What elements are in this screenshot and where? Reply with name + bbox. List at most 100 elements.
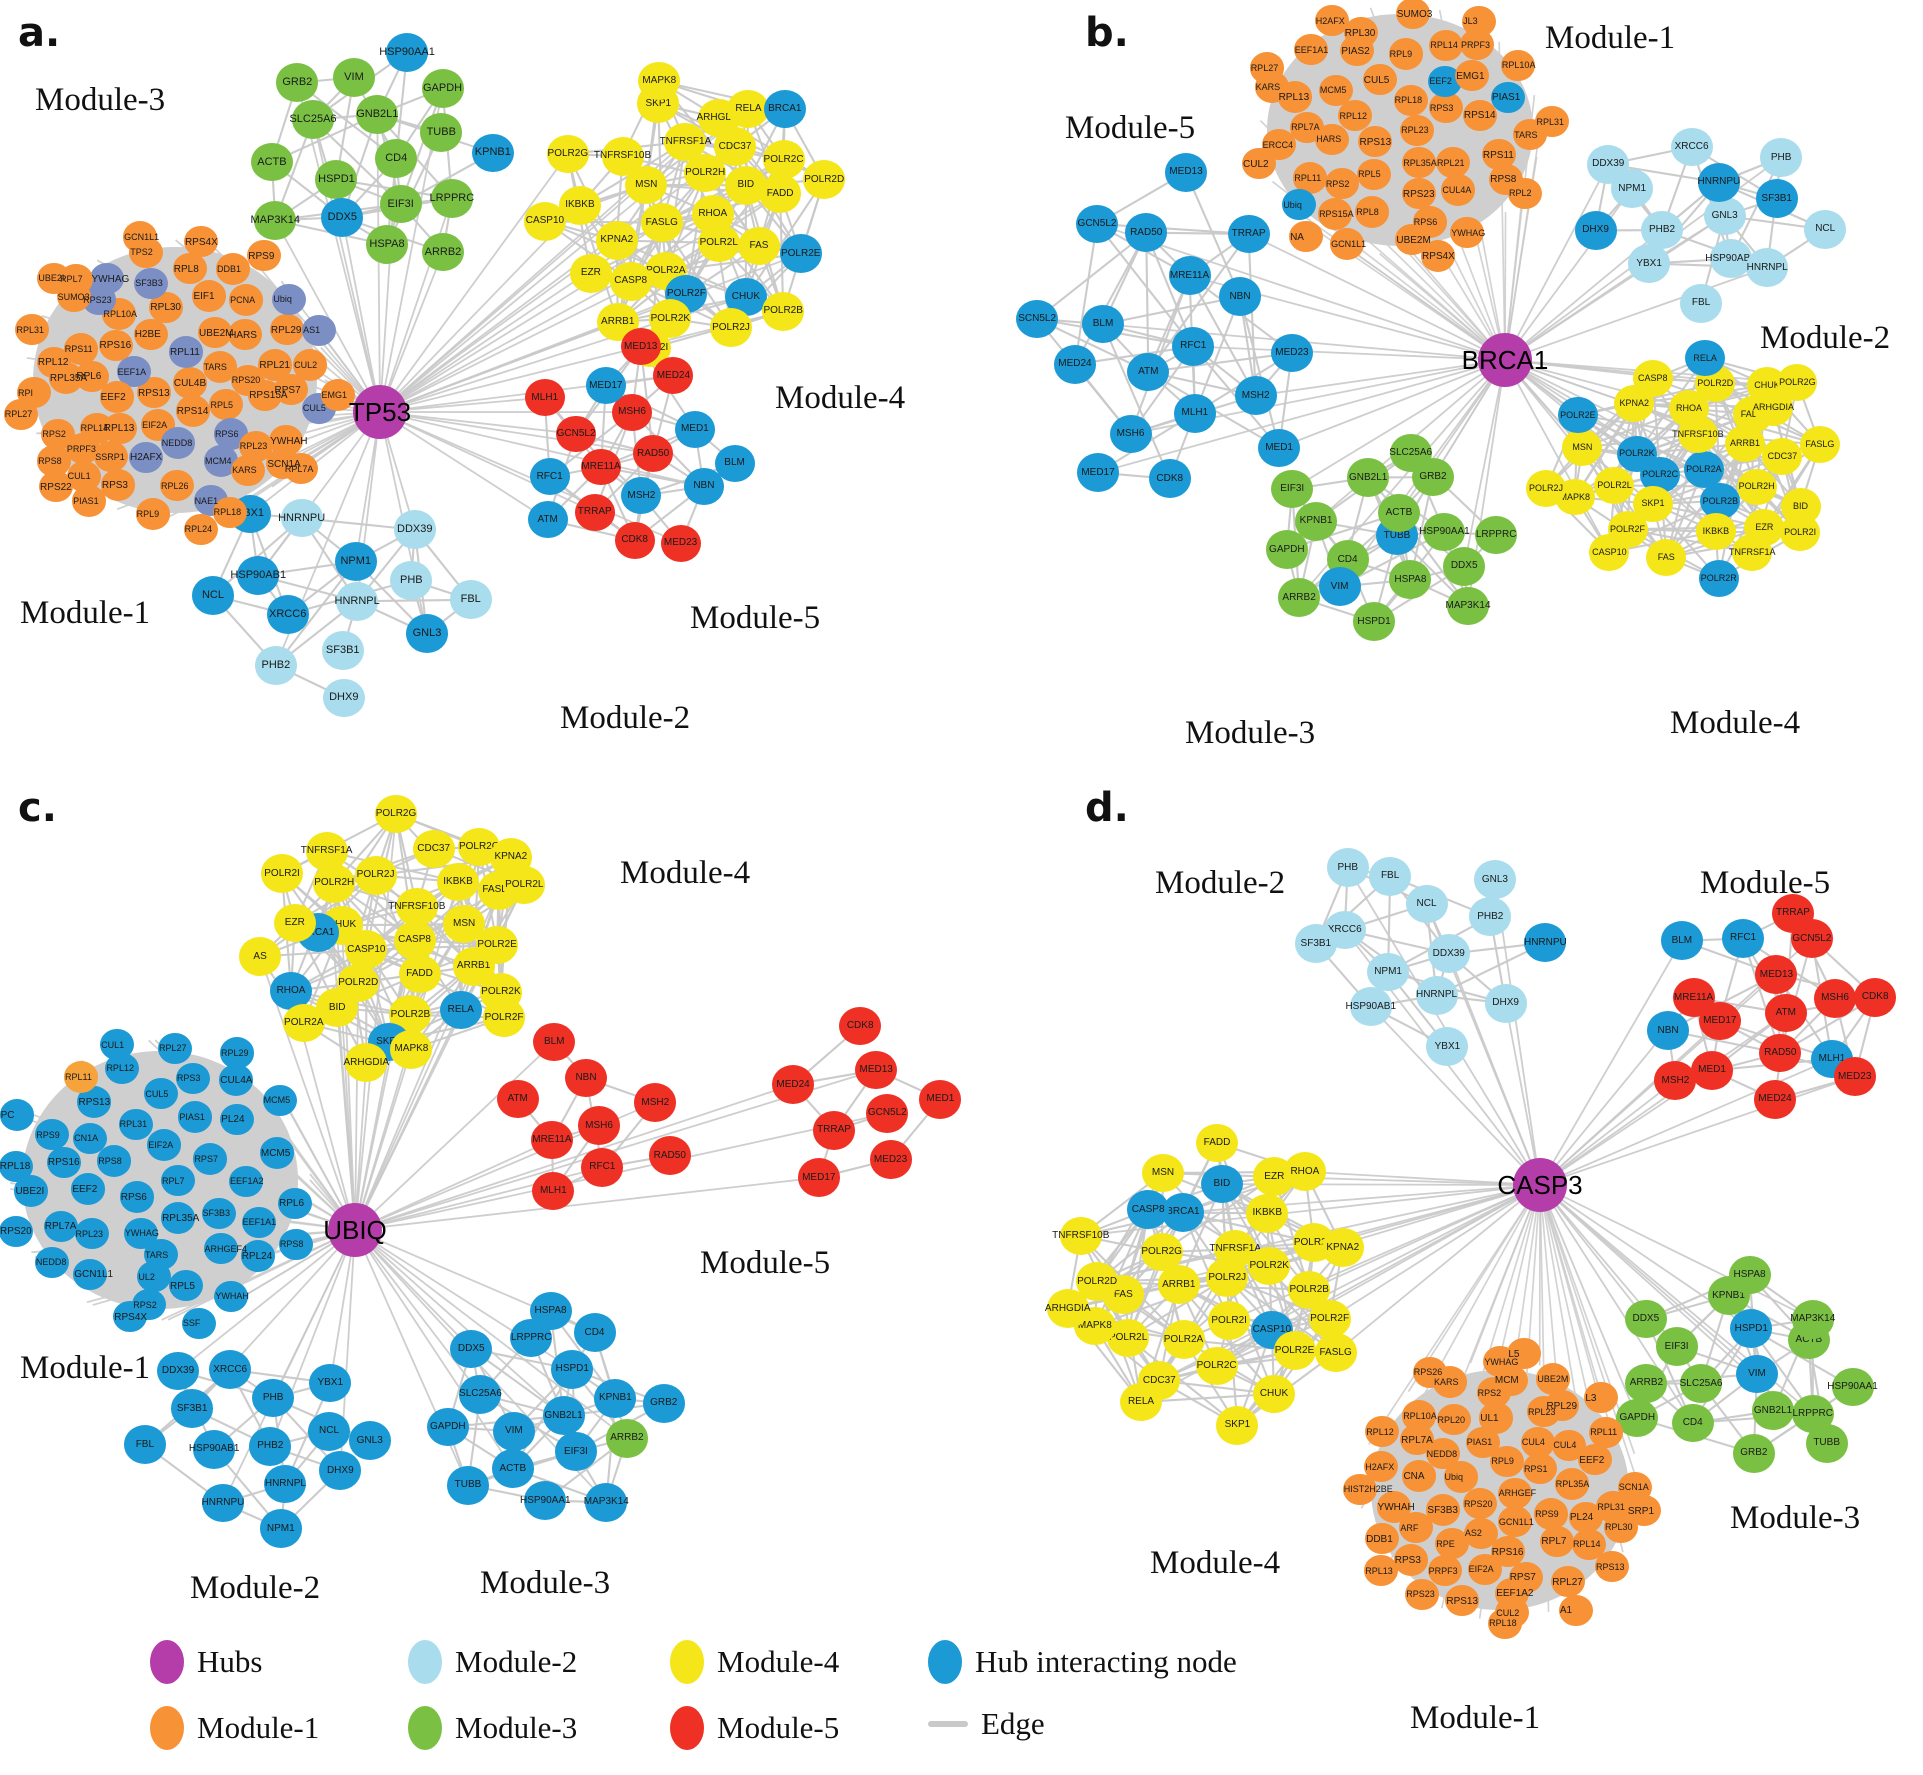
network-node[interactable]: [1401, 177, 1436, 210]
network-node[interactable]: [175, 395, 210, 427]
network-node[interactable]: [1455, 59, 1490, 92]
network-node[interactable]: [39, 471, 74, 503]
network-node[interactable]: [228, 319, 263, 351]
network-node[interactable]: [1429, 29, 1464, 62]
network-node[interactable]: [183, 513, 218, 545]
network-node[interactable]: [90, 263, 125, 295]
network-node[interactable]: [1324, 167, 1359, 200]
network-node[interactable]: [1441, 174, 1476, 206]
network-node[interactable]: [1343, 17, 1378, 49]
legend-item-module-2[interactable]: Module-2: [408, 1640, 577, 1684]
network-node[interactable]: [1507, 177, 1542, 209]
node-label: EIF2A: [1468, 1564, 1494, 1575]
network-node[interactable]: [1330, 228, 1365, 260]
network-node[interactable]: CDK8: [614, 521, 655, 559]
network-node[interactable]: [36, 346, 71, 378]
network-node[interactable]: [172, 367, 207, 399]
legend-item-module-4[interactable]: Module-4: [670, 1640, 839, 1684]
network-node[interactable]: [1393, 84, 1428, 116]
network-node[interactable]: [1293, 34, 1328, 66]
node-label: GCN1L1: [1331, 238, 1367, 249]
network-node[interactable]: [1395, 0, 1430, 30]
network-node[interactable]: [247, 239, 282, 272]
network-node[interactable]: [229, 284, 264, 316]
legend-item-hubs[interactable]: Hubs: [150, 1640, 262, 1684]
network-node[interactable]: [98, 329, 133, 361]
network-node[interactable]: [1436, 146, 1471, 179]
network-node[interactable]: [1314, 5, 1349, 37]
network-node[interactable]: [1282, 188, 1317, 221]
network-node[interactable]: [72, 485, 107, 517]
network-node[interactable]: [183, 225, 218, 258]
network-node[interactable]: [1500, 49, 1535, 81]
legend-item-module-5[interactable]: Module-5: [670, 1706, 839, 1750]
network-node[interactable]: [198, 317, 233, 349]
network-node[interactable]: [302, 314, 337, 346]
network-node[interactable]: [1362, 64, 1397, 96]
network-node[interactable]: [269, 313, 304, 346]
legend-item-module-1[interactable]: Module-1: [150, 1706, 319, 1750]
network-node[interactable]: [1400, 114, 1435, 146]
node-label: RPL5: [1358, 169, 1381, 180]
network-node[interactable]: [123, 221, 158, 253]
legend-item-module-3[interactable]: Module-3: [408, 1706, 577, 1750]
network-node[interactable]: NCL: [1804, 210, 1847, 249]
network-node[interactable]: [1293, 162, 1328, 194]
network-node[interactable]: [1338, 99, 1373, 132]
network-node[interactable]: [160, 427, 195, 459]
network-node[interactable]: [1357, 158, 1392, 190]
hub-node[interactable]: CASP3: [1497, 1158, 1583, 1212]
network-node[interactable]: [293, 349, 328, 381]
network-node[interactable]: [1289, 221, 1324, 253]
legend-item-edge[interactable]: Edge: [928, 1706, 1045, 1742]
network-node[interactable]: [1428, 92, 1463, 124]
network-node[interactable]: [99, 381, 134, 413]
network-node[interactable]: [1318, 198, 1353, 230]
network-node[interactable]: [135, 498, 170, 530]
network-node[interactable]: [215, 253, 250, 285]
network-node[interactable]: [209, 389, 244, 421]
node-label: RPL10A: [1403, 1411, 1437, 1421]
legend-item-hub-interacting-node[interactable]: Hub interacting node: [928, 1640, 1237, 1684]
network-node[interactable]: EIF3I: [379, 184, 422, 224]
network-node[interactable]: [1249, 52, 1284, 84]
node-label: SCN1A: [267, 458, 301, 470]
network-node[interactable]: [272, 283, 307, 315]
node-label: RPL14: [80, 423, 109, 434]
network-node[interactable]: [1490, 81, 1525, 114]
network-node[interactable]: [169, 336, 204, 368]
network-node[interactable]: [1388, 38, 1423, 70]
network-node[interactable]: [128, 441, 163, 473]
network-node[interactable]: [134, 267, 169, 300]
network-node[interactable]: [100, 469, 135, 501]
network-node[interactable]: [1462, 5, 1497, 37]
network-node[interactable]: [1355, 196, 1390, 228]
network-node[interactable]: SF3B1: [321, 630, 364, 670]
network-node[interactable]: [1290, 111, 1325, 144]
network-node[interactable]: [1462, 99, 1497, 131]
network-node[interactable]: [1421, 240, 1456, 272]
network-node[interactable]: [172, 253, 207, 285]
network-node[interactable]: [231, 454, 266, 487]
network-node[interactable]: [3, 398, 38, 431]
network-node[interactable]: [94, 441, 129, 473]
network-node[interactable]: [159, 470, 194, 502]
node-label: ARHGEF: [1498, 1488, 1537, 1499]
network-node[interactable]: POLR2C: [762, 140, 805, 179]
network-node[interactable]: [1402, 146, 1437, 179]
network-node[interactable]: [1318, 74, 1353, 107]
network-node[interactable]: [37, 262, 72, 294]
network-node[interactable]: [133, 318, 168, 350]
network-node[interactable]: [1450, 217, 1485, 249]
network-node[interactable]: [192, 280, 227, 312]
network-node[interactable]: [1242, 148, 1277, 180]
network-node[interactable]: [212, 496, 247, 528]
network-node[interactable]: [1358, 126, 1393, 158]
network-node[interactable]: [41, 418, 76, 451]
network-node[interactable]: [283, 452, 318, 485]
network-node[interactable]: [320, 379, 355, 411]
network-node[interactable]: [1535, 106, 1570, 138]
network-node[interactable]: MED1: [674, 410, 715, 448]
network-node[interactable]: [15, 314, 50, 346]
